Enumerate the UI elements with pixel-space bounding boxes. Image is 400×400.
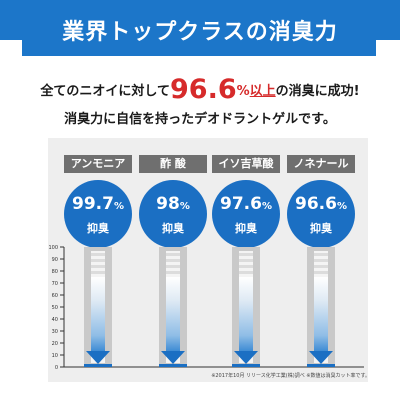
y-tick-label-4: 40 (52, 317, 58, 323)
bar-arrow-2 (234, 351, 258, 364)
y-tick-label-3: 30 (52, 329, 58, 335)
y-tick-label-9: 90 (52, 257, 58, 263)
value-circle-0: 99.7% 抑臭 (64, 180, 132, 248)
bar-base-0 (84, 364, 112, 367)
y-tick-label-0: 0 (55, 365, 58, 371)
bar-dash-3-2 (314, 265, 328, 268)
value-unit-2: % (261, 201, 272, 212)
value-caption-2: 抑臭 (235, 222, 257, 235)
bar-base-1 (159, 364, 187, 367)
y-tick-label-10: 100 (48, 245, 58, 251)
y-tick-label-1: 10 (52, 353, 58, 359)
bar-dash-3-1 (314, 259, 328, 262)
header-banner: 業界トップクラスの消臭力 (0, 0, 400, 62)
category-label-0: アンモニア (64, 155, 132, 173)
bar-dash-1-1 (166, 259, 180, 262)
y-tick-label-2: 20 (52, 341, 58, 347)
bar-arrow-0 (86, 351, 110, 364)
value-caption-1: 抑臭 (162, 222, 184, 235)
bar-arrow-1 (161, 351, 185, 364)
value-unit-0: % (113, 201, 124, 212)
value-circle-1: 98% 抑臭 (139, 180, 207, 248)
headline-suffix: の消臭に成功! (275, 84, 360, 99)
bar-dash-2-1 (239, 259, 253, 262)
bar-0 (91, 277, 105, 355)
bar-dash-2-3 (239, 271, 253, 274)
bar-dash-2-0 (239, 253, 253, 256)
bar-dash-2-2 (239, 265, 253, 268)
value-number-3: 96.6 (295, 194, 337, 214)
bar-dash-0-3 (91, 271, 105, 274)
bar-dash-1-2 (166, 265, 180, 268)
category-label-3: ノネナール (287, 155, 355, 173)
y-tick-label-7: 70 (52, 281, 58, 287)
value-number-0: 99.7 (72, 194, 114, 214)
bar-dash-3-3 (314, 271, 328, 274)
y-tick-label-5: 50 (52, 305, 58, 311)
bar-dash-1-3 (166, 271, 180, 274)
y-tick-label-6: 60 (52, 293, 58, 299)
y-tick-label-8: 80 (52, 269, 58, 275)
banner-background (0, 0, 400, 56)
value-circle-3: 96.6% 抑臭 (287, 180, 355, 248)
bar-arrow-3 (309, 351, 333, 364)
bar-dash-0-1 (91, 259, 105, 262)
headline-prefix: 全てのニオイに対して (40, 84, 170, 99)
bar-base-3 (307, 364, 335, 367)
headline-emphasis: 以上 (249, 84, 276, 99)
bar-dash-0-0 (91, 253, 105, 256)
value-unit-1: % (179, 201, 190, 212)
bar-base-2 (232, 364, 260, 367)
bar-3 (314, 277, 328, 355)
headline: 全てのニオイに対して96.6%以上の消臭に成功! (0, 74, 400, 105)
bar-dash-3-0 (314, 253, 328, 256)
banner-title: 業界トップクラスの消臭力 (62, 20, 338, 45)
bar-dash-0-2 (91, 265, 105, 268)
value-number-2: 97.6 (220, 194, 262, 214)
value-caption-0: 抑臭 (87, 222, 109, 235)
value-caption-3: 抑臭 (310, 222, 332, 235)
headline-unit: % (236, 84, 250, 99)
category-label-1: 酢 酸 (139, 155, 207, 173)
bar-1 (166, 277, 180, 355)
headline-value: 96.6 (170, 74, 237, 105)
category-label-2: イソ吉草酸 (212, 155, 280, 173)
footnote: ※2017年10月 リリース化学工業(株)調べ ※数値は消臭カット率です。 (211, 373, 370, 379)
bar-dash-1-0 (166, 253, 180, 256)
value-circle-2: 97.6% 抑臭 (212, 180, 280, 248)
value-unit-3: % (336, 201, 347, 212)
subline: 消臭力に自信を持ったデオドラントゲルです。 (64, 112, 336, 127)
value-number-1: 98 (156, 194, 180, 214)
bar-2 (239, 277, 253, 355)
